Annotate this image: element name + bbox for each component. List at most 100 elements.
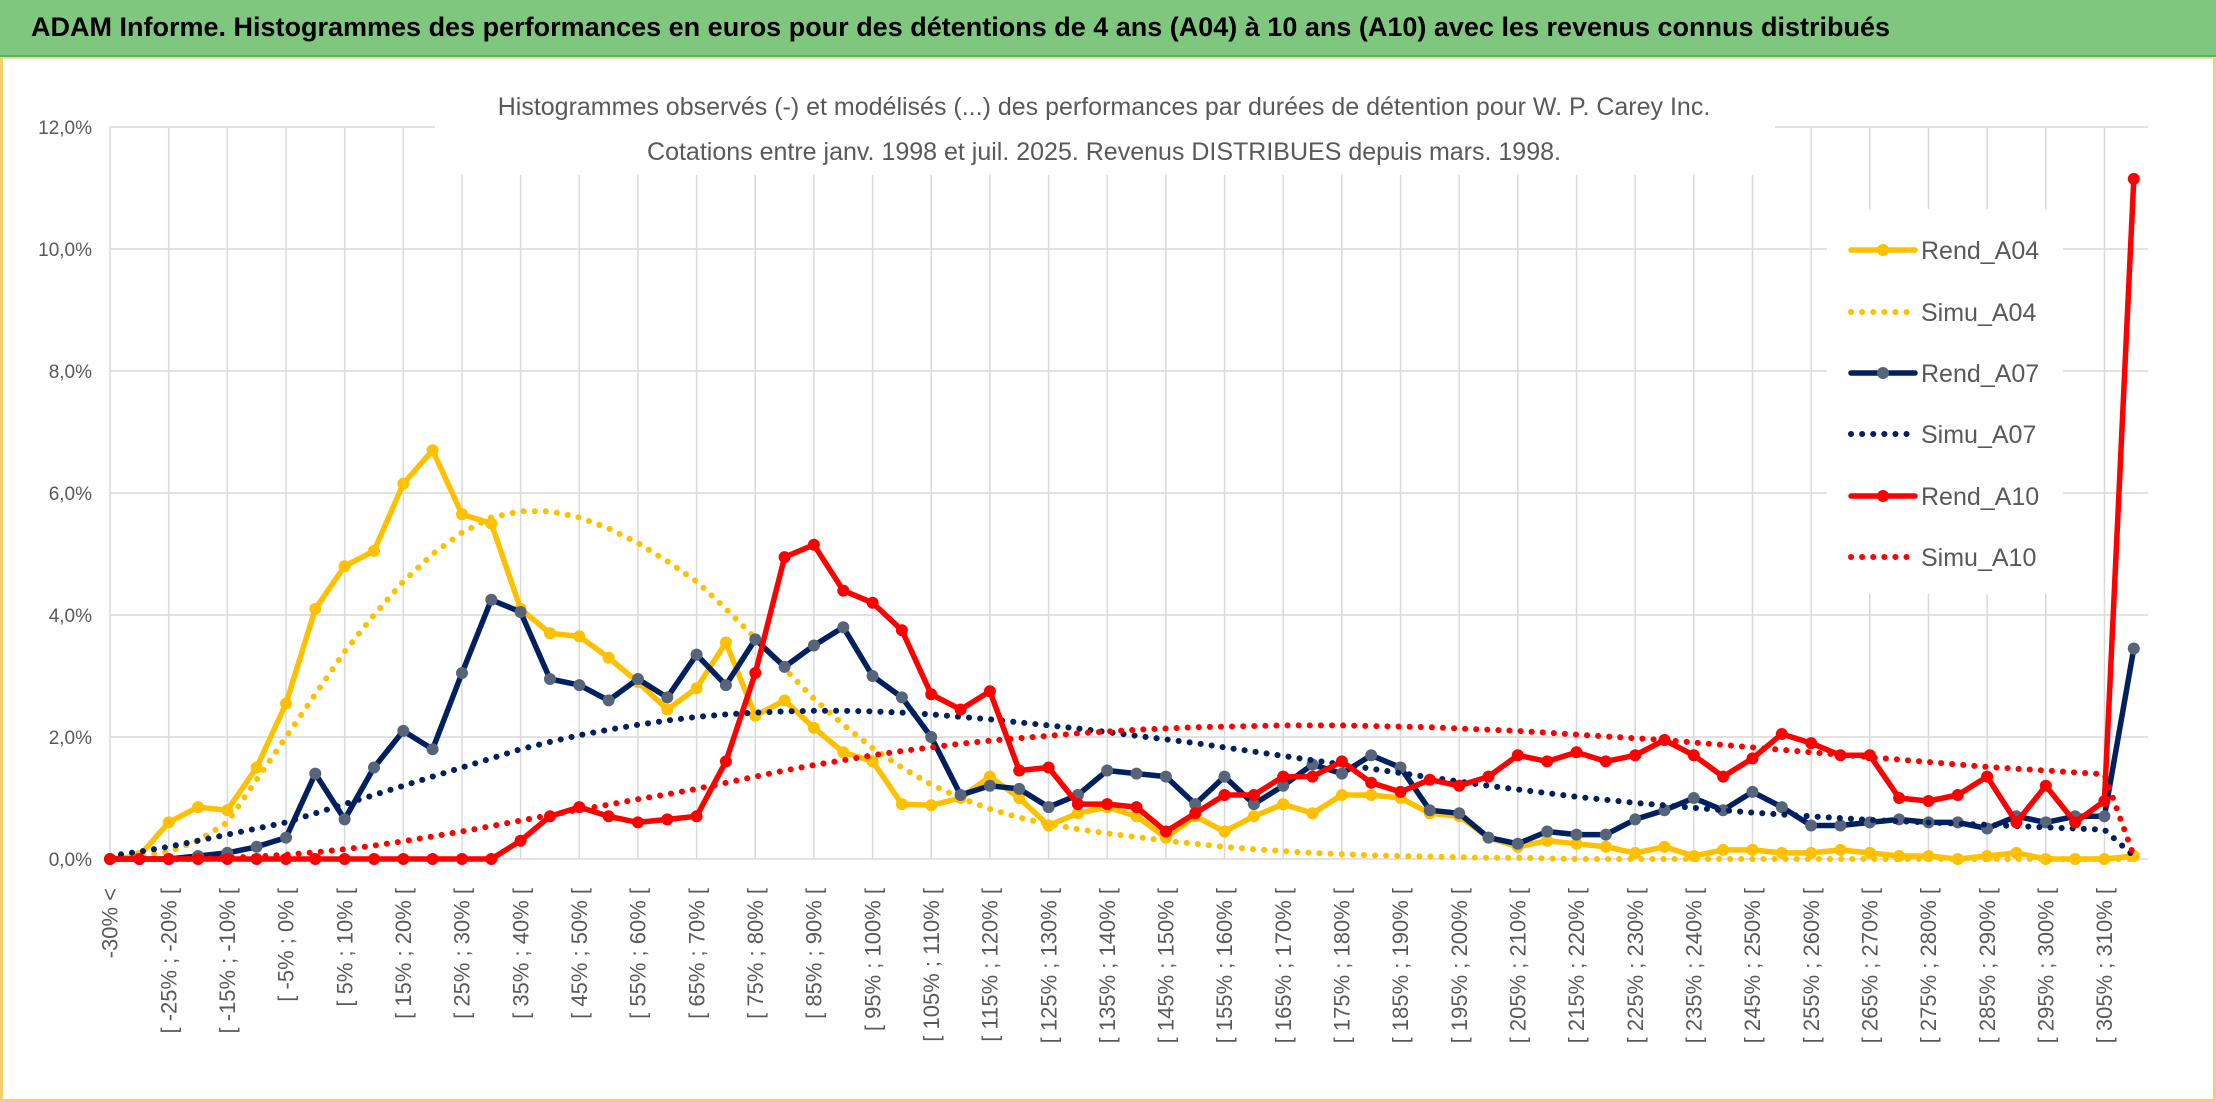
legend-marker-rend-a10	[1877, 490, 1889, 502]
rend-a07-point-47	[1482, 831, 1495, 844]
chart-grid	[109, 126, 2149, 860]
x-tick-label: [ 295% ; 300% [	[2034, 888, 2059, 1043]
rend-a07-point-46	[1453, 807, 1466, 820]
rend-a10-point-11	[426, 853, 439, 865]
legend-marker-rend-a07	[1877, 367, 1889, 379]
rend-a10-point-19	[661, 813, 674, 826]
y-tick-label: 2,0%	[49, 728, 92, 749]
simu-a10-line	[107, 722, 2137, 862]
rend-a07-point-14	[514, 606, 527, 618]
rend-a07-point-19	[661, 691, 674, 704]
chart-title-background	[435, 77, 1775, 175]
x-tick-label: [ 95% ; 100% [	[860, 888, 885, 1031]
rend-a10-point-12	[456, 853, 468, 865]
chart-frame	[0, 57, 2216, 1102]
rend-a07-point-49	[1541, 825, 1554, 838]
rend-a04-point-16	[573, 630, 586, 643]
x-tick-label: [ -5% ; 0% [	[274, 888, 299, 1002]
rend-a04-point-21	[719, 636, 732, 649]
rend-a07-point-35	[1130, 767, 1143, 780]
rend-a07-point-16	[573, 679, 586, 692]
x-tick-label: [ 5% ; 10% [	[332, 888, 357, 1007]
rend-a07-point-38	[1218, 770, 1231, 783]
rend-a04-point-39	[1247, 810, 1260, 823]
rend-a10-point-34	[1101, 798, 1114, 811]
rend-a07-point-24	[807, 639, 820, 652]
rend-a04-point-8	[338, 560, 351, 573]
x-tick-label: [ 115% ; 120% [	[978, 888, 1003, 1042]
rend-a07-point-22	[749, 633, 762, 646]
rend-a10-point-48	[1511, 749, 1524, 762]
rend-a10-point-31	[1013, 764, 1026, 777]
rend-a04-point-28	[925, 799, 938, 812]
rend-a07-point-50	[1570, 828, 1583, 841]
rend-a07-point-54	[1687, 792, 1700, 804]
rend-a10-point-68	[2098, 795, 2111, 807]
rend-a07-point-8	[338, 813, 351, 826]
rend-a10-point-41	[1306, 770, 1319, 783]
series-simu-a04	[107, 508, 2137, 862]
rend-a10-point-56	[1746, 752, 1759, 765]
x-tick-label: [ 275% ; 280% [	[1916, 888, 1941, 1043]
x-tick-label: [ 145% ; 150% [	[1154, 888, 1179, 1043]
rend-a07-point-59	[1834, 819, 1847, 832]
y-tick-label: 12,0%	[38, 118, 92, 139]
x-axis-labels: -30% < [ -25% ; -20% [[ -15% ; -10% [[ -5…	[98, 888, 2117, 1043]
x-tick-label: [ 125% ; 130% [	[1036, 888, 1061, 1043]
simu-a04-line	[107, 508, 2137, 862]
rend-a07-point-10	[397, 724, 410, 737]
rend-a10-point-47	[1482, 770, 1495, 783]
rend-a04-point-52	[1629, 846, 1642, 859]
y-axis-labels: 0,0% 2,0% 4,0% 6,0% 8,0% 10,0% 12,0%	[38, 118, 92, 871]
x-tick-label: [ 105% ; 110% [	[919, 888, 944, 1042]
rend-a04-point-5	[250, 761, 263, 774]
rend-a10-point-54	[1687, 749, 1700, 762]
x-tick-label: [ 155% ; 160% [	[1212, 888, 1237, 1043]
rend-a10-point-24	[807, 538, 820, 551]
rend-a04-point-59	[1834, 843, 1847, 856]
simu-a07-line	[107, 707, 2137, 859]
rend-a10-point-69	[2127, 172, 2140, 185]
x-tick-label: [ -25% ; -20% [	[156, 888, 181, 1034]
rend-a10-point-28	[925, 688, 938, 701]
rend-a07-point-52	[1629, 813, 1642, 826]
rend-a10-point-32	[1042, 761, 1055, 774]
x-tick-label: [ 245% ; 250% [	[1740, 888, 1765, 1043]
rend-a04-point-19	[661, 703, 674, 716]
x-tick-label: [ 225% ; 230% [	[1623, 888, 1648, 1043]
rend-a07-point-18	[631, 673, 644, 685]
rend-a07-point-36	[1159, 770, 1172, 783]
x-tick-label: [ 265% ; 270% [	[1858, 888, 1883, 1043]
rend-a10-point-55	[1717, 770, 1730, 783]
rend-a07-point-13	[485, 593, 498, 606]
rend-a04-point-11	[426, 444, 439, 457]
rend-a07-point-9	[368, 761, 380, 774]
rend-a10-point-13	[485, 853, 498, 865]
rend-a04-point-43	[1365, 789, 1378, 801]
rend-a04-point-4	[221, 804, 234, 817]
rend-a10-point-38	[1218, 789, 1231, 801]
rend-a10-point-20	[690, 810, 703, 823]
legend-item-rend-a04: Rend_A04	[1848, 237, 2039, 265]
rend-a04-point-10	[397, 477, 410, 490]
rend-a04-point-60	[1863, 846, 1876, 859]
y-tick-label: 6,0%	[49, 484, 92, 505]
legend-box	[1827, 209, 2063, 594]
rend-a10-point-18	[631, 816, 644, 829]
rend-a10-point-10	[397, 853, 410, 865]
series-rend-a10	[104, 172, 2140, 865]
y-tick-label: 0,0%	[49, 850, 92, 871]
y-tick-label: 10,0%	[38, 240, 92, 261]
rend-a07-point-58	[1805, 819, 1818, 832]
rend-a04-point-53	[1658, 840, 1671, 853]
rend-a10-point-58	[1805, 737, 1818, 750]
x-tick-label: [ 35% ; 40% [	[508, 888, 533, 1019]
rend-a04-point-42	[1335, 789, 1348, 801]
rend-a04-point-7	[309, 602, 322, 615]
rend-a07-point-11	[426, 743, 439, 756]
legend-item-simu-a07: Simu_A07	[1848, 421, 2036, 449]
rend-a10-point-9	[368, 853, 380, 865]
performance-histogram-chart: Histogrammes observés (-) et modélisés (…	[0, 57, 2216, 1102]
rend-a10-point-25	[837, 584, 850, 597]
rend-a10-point-51	[1599, 755, 1612, 768]
